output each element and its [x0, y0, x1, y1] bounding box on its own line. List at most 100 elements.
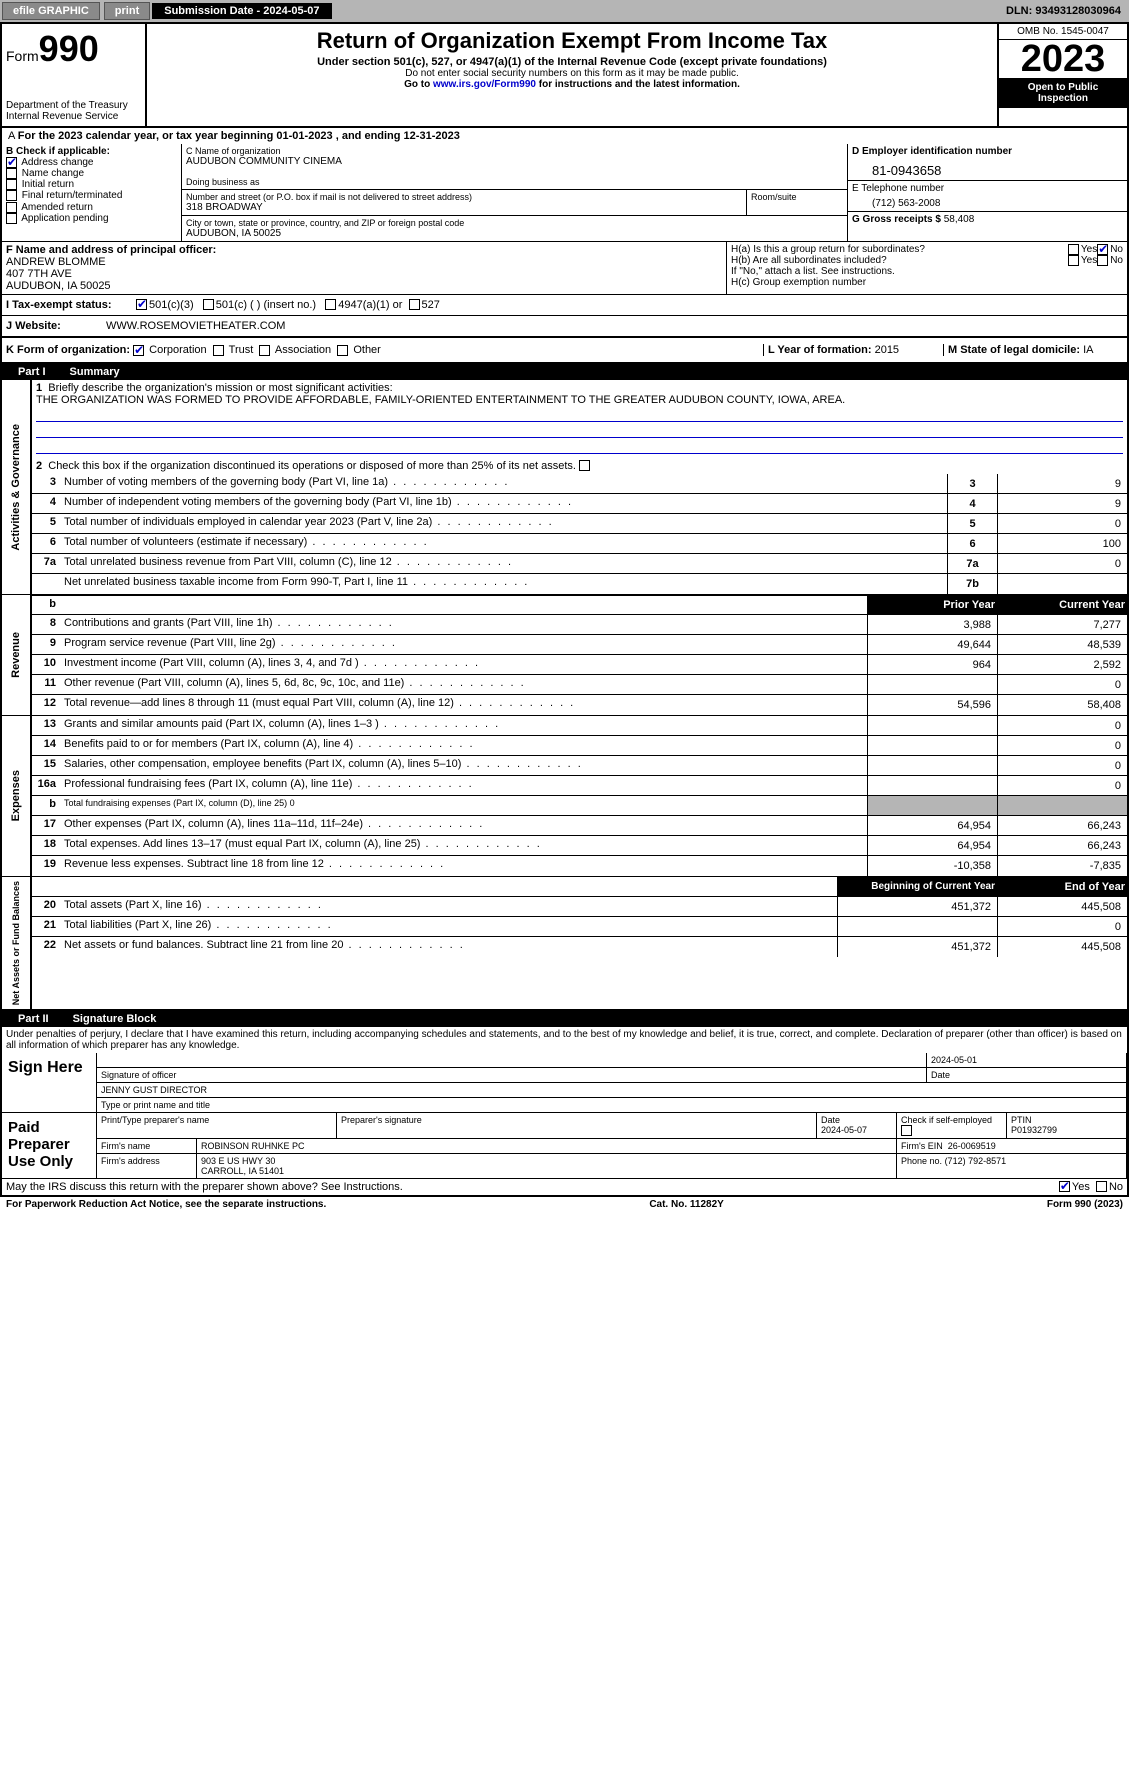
section-K: K Form of organization: Corporation Trus…: [6, 344, 763, 356]
org-name-row: C Name of organization AUDUBON COMMUNITY…: [182, 144, 847, 190]
expense-line: 13Grants and similar amounts paid (Part …: [32, 716, 1127, 736]
b-checkbox[interactable]: [6, 190, 17, 201]
pra-notice: For Paperwork Reduction Act Notice, see …: [6, 1199, 326, 1210]
line-2: 2 Check this box if the organization dis…: [32, 458, 1127, 474]
cat-number: Cat. No. 11282Y: [649, 1199, 723, 1210]
net-assets-section: Net Assets or Fund Balances Beginning of…: [0, 877, 1129, 1011]
4947-checkbox[interactable]: [325, 299, 336, 310]
revenue-section: Revenue b Prior Year Current Year 8Contr…: [0, 595, 1129, 716]
preparer-phone: (712) 792-8571: [945, 1156, 1007, 1166]
501c-checkbox[interactable]: [203, 299, 214, 310]
header-left: Form990 Department of the Treasury Inter…: [2, 24, 147, 126]
officer-signature: JENNY GUST DIRECTOR: [101, 1085, 207, 1095]
self-employed-checkbox[interactable]: [901, 1125, 912, 1136]
street-address: 318 BROADWAY: [186, 202, 742, 213]
B-label: B Check if applicable:: [6, 146, 177, 157]
section-L: L Year of formation: 2015: [763, 344, 943, 356]
discuss-yes-checkbox[interactable]: [1059, 1181, 1070, 1192]
form-footer: Form 990 (2023): [1047, 1199, 1123, 1210]
section-DEG: D Employer identification number 81-0943…: [847, 144, 1127, 241]
submission-date: Submission Date - 2024-05-07: [152, 3, 331, 19]
section-KLM: K Form of organization: Corporation Trus…: [0, 338, 1129, 364]
na-header-row: Beginning of Current Year End of Year: [32, 877, 1127, 897]
section-J: J Website: WWW.ROSEMOVIETHEATER.COM: [0, 315, 1129, 338]
revenue-line: 11Other revenue (Part VIII, column (A), …: [32, 675, 1127, 695]
b-checkbox[interactable]: [6, 179, 17, 190]
ein-row: D Employer identification number 81-0943…: [848, 144, 1127, 181]
ag-label: Activities & Governance: [8, 420, 24, 555]
signature-block: Sign Here 2024-05-01 Signature of office…: [0, 1053, 1129, 1197]
addr-row: Number and street (or P.O. box if mail i…: [182, 190, 847, 216]
sign-here-label: Sign Here: [2, 1053, 97, 1112]
section-B: B Check if applicable: Address change Na…: [2, 144, 182, 241]
ha-no-checkbox[interactable]: [1097, 244, 1108, 255]
summary-line: 7aTotal unrelated business revenue from …: [32, 554, 1127, 574]
dln: DLN: 93493128030964: [998, 3, 1129, 19]
form-header: Form990 Department of the Treasury Inter…: [0, 24, 1129, 128]
firm-addr: 903 E US HWY 30: [201, 1156, 275, 1166]
dept-treasury: Department of the Treasury: [6, 100, 141, 111]
expense-line: 17Other expenses (Part IX, column (A), l…: [32, 816, 1127, 836]
header-center: Return of Organization Exempt From Incom…: [147, 24, 997, 126]
other-checkbox[interactable]: [337, 345, 348, 356]
expense-line: 15Salaries, other compensation, employee…: [32, 756, 1127, 776]
b-checkbox[interactable]: [6, 168, 17, 179]
expense-line: 19Revenue less expenses. Subtract line 1…: [32, 856, 1127, 876]
officer-addr2: AUDUBON, IA 50025: [6, 280, 722, 292]
summary-line: 5Total number of individuals employed in…: [32, 514, 1127, 534]
city-row: City or town, state or province, country…: [182, 216, 847, 241]
firm-name: ROBINSON RUHNKE PC: [197, 1139, 897, 1153]
firm-ein: 26-0069519: [948, 1141, 996, 1151]
expense-line: 14Benefits paid to or for members (Part …: [32, 736, 1127, 756]
revenue-line: 8Contributions and grants (Part VIII, li…: [32, 615, 1127, 635]
corp-checkbox[interactable]: [133, 345, 144, 356]
b-checkbox[interactable]: [6, 202, 17, 213]
527-checkbox[interactable]: [409, 299, 420, 310]
ptin: P01932799: [1011, 1125, 1057, 1135]
na-label: Net Assets or Fund Balances: [9, 877, 23, 1009]
501c3-checkbox[interactable]: [136, 299, 147, 310]
section-BCDE: B Check if applicable: Address change Na…: [0, 144, 1129, 241]
assoc-checkbox[interactable]: [259, 345, 270, 356]
trust-checkbox[interactable]: [213, 345, 224, 356]
summary-line: 3Number of voting members of the governi…: [32, 474, 1127, 494]
ein: 81-0943658: [852, 157, 1123, 178]
part2-header: Part II Signature Block: [0, 1011, 1129, 1027]
form-subtitle: Under section 501(c), 527, or 4947(a)(1)…: [157, 56, 987, 68]
gross-receipts: 58,408: [944, 214, 975, 225]
expense-line: 16aProfessional fundraising fees (Part I…: [32, 776, 1127, 796]
section-C: C Name of organization AUDUBON COMMUNITY…: [182, 144, 847, 241]
hb-yes-checkbox[interactable]: [1068, 255, 1079, 266]
ha-yes-checkbox[interactable]: [1068, 244, 1079, 255]
net-assets-line: 21Total liabilities (Part X, line 26)0: [32, 917, 1127, 937]
expense-line: bTotal fundraising expenses (Part IX, co…: [32, 796, 1127, 816]
section-FH: F Name and address of principal officer:…: [0, 241, 1129, 294]
section-M: M State of legal domicile: IA: [943, 344, 1123, 356]
b-checkbox[interactable]: [6, 213, 17, 224]
line-1: 1 Briefly describe the organization's mi…: [32, 380, 1127, 458]
topbar: efile GRAPHIC print Submission Date - 20…: [0, 0, 1129, 24]
print-button[interactable]: print: [104, 2, 150, 20]
exp-label: Expenses: [8, 766, 24, 825]
org-name: AUDUBON COMMUNITY CINEMA: [186, 156, 843, 167]
discuss-no-checkbox[interactable]: [1096, 1181, 1107, 1192]
gross-receipts-row: G Gross receipts $ 58,408: [848, 212, 1127, 227]
website-url: WWW.ROSEMOVIETHEATER.COM: [106, 320, 285, 332]
part1-header: Part I Summary: [0, 364, 1129, 380]
activities-governance: Activities & Governance 1 Briefly descri…: [0, 380, 1129, 595]
expense-line: 18Total expenses. Add lines 13–17 (must …: [32, 836, 1127, 856]
discontinued-checkbox[interactable]: [579, 460, 590, 471]
irs-link[interactable]: www.irs.gov/Form990: [433, 79, 536, 90]
section-F: F Name and address of principal officer:…: [2, 242, 727, 294]
instructions-note: Go to www.irs.gov/Form990 for instructio…: [157, 79, 987, 90]
revenue-line: 12Total revenue—add lines 8 through 11 (…: [32, 695, 1127, 715]
expenses-section: Expenses 13Grants and similar amounts pa…: [0, 716, 1129, 877]
hb-no-checkbox[interactable]: [1097, 255, 1108, 266]
summary-line: 6Total number of volunteers (estimate if…: [32, 534, 1127, 554]
net-assets-line: 22Net assets or fund balances. Subtract …: [32, 937, 1127, 957]
b-checkbox[interactable]: [6, 157, 17, 168]
phone-row: E Telephone number (712) 563-2008: [848, 181, 1127, 212]
period-line: A For the 2023 calendar year, or tax yea…: [0, 128, 1129, 144]
efile-button[interactable]: efile GRAPHIC: [2, 2, 100, 20]
form-title: Return of Organization Exempt From Incom…: [157, 28, 987, 54]
